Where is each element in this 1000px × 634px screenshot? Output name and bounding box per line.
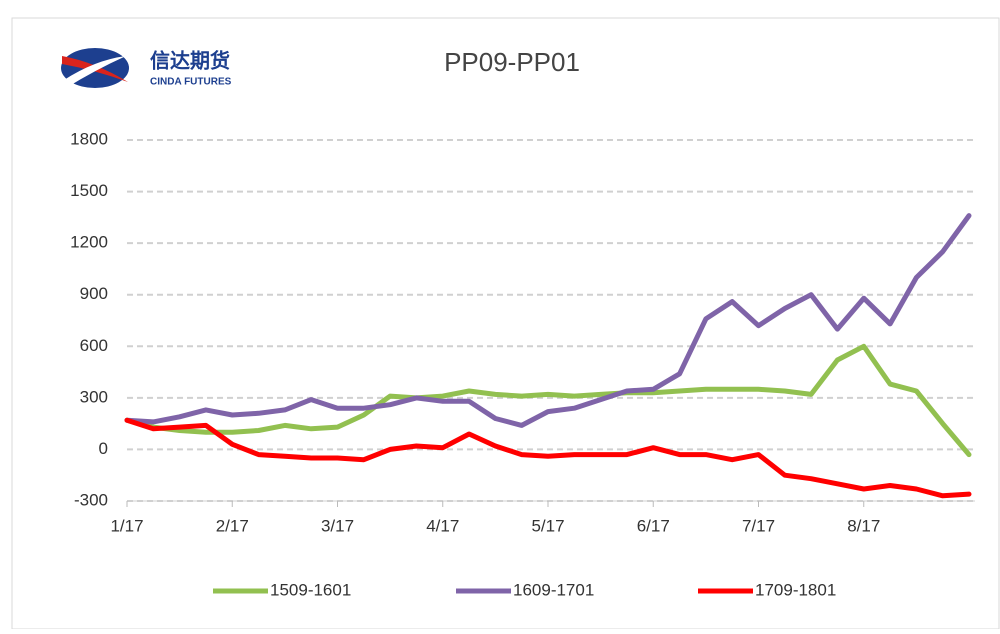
logo-text: 信达期货 [150, 48, 230, 72]
y-tick-label: 300 [80, 387, 108, 406]
x-tick-label: 3/17 [321, 516, 354, 535]
y-tick-label: 1200 [70, 233, 108, 252]
y-tick-label: 1800 [70, 129, 108, 148]
logo-swoosh [64, 56, 126, 88]
logo: 信达期货 CINDA FUTURES [61, 48, 232, 88]
chart-frame [11, 17, 1000, 630]
y-tick-label: 600 [80, 336, 108, 355]
x-tick-label: 2/17 [216, 516, 249, 535]
legend-label: 1709-1801 [755, 580, 836, 599]
y-tick-label: 1500 [70, 181, 108, 200]
x-tick-label: 6/17 [637, 516, 670, 535]
x-tick-label: 7/17 [742, 516, 775, 535]
x-tick-label: 4/17 [426, 516, 459, 535]
chart-title: PP09-PP01 [444, 47, 580, 77]
series-line [124, 343, 972, 458]
x-tick-label: 1/17 [110, 516, 143, 535]
y-tick-label: 900 [80, 284, 108, 303]
y-tick-label: -300 [74, 490, 108, 509]
logo-text: CINDA FUTURES [150, 77, 232, 88]
series-line [124, 417, 972, 499]
x-tick-label: 8/17 [847, 516, 880, 535]
legend-label: 1609-1701 [513, 580, 594, 599]
x-tick-label: 5/17 [531, 516, 564, 535]
series-line [124, 213, 972, 428]
y-tick-label: 0 [99, 439, 108, 458]
legend-label: 1509-1601 [270, 580, 351, 599]
